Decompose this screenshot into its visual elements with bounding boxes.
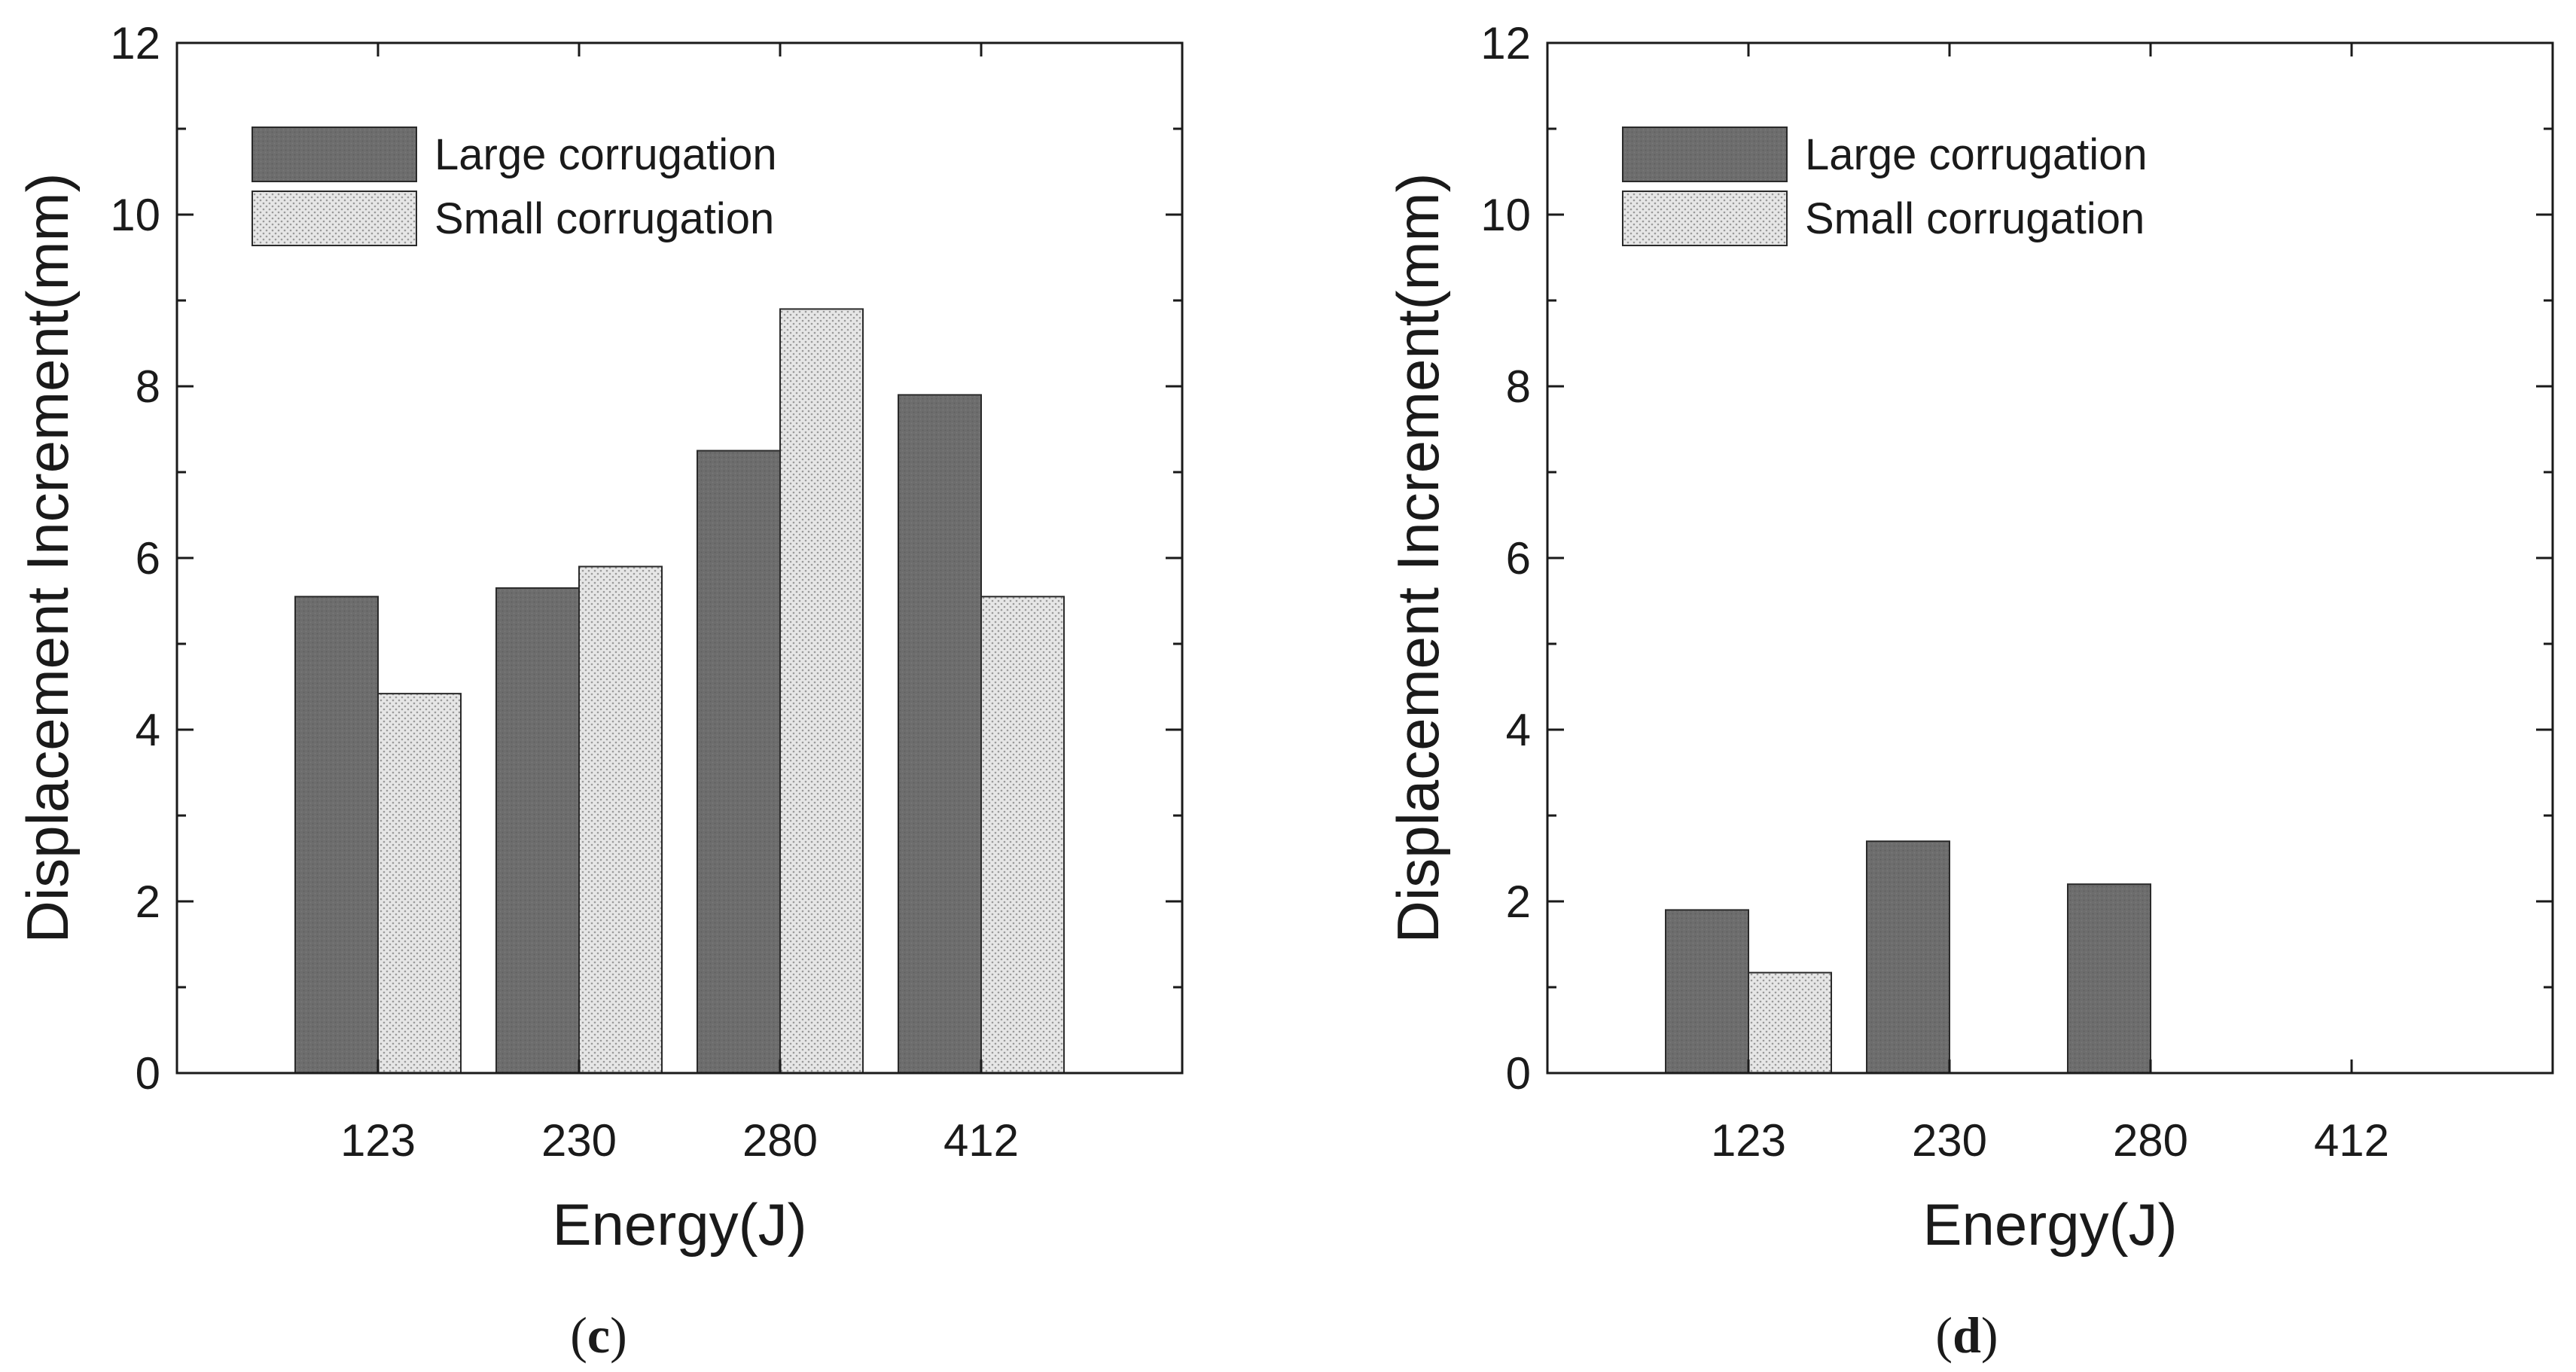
legend-label-small: Small corrugation bbox=[434, 194, 774, 243]
legend-label-large: Large corrugation bbox=[434, 130, 777, 179]
bar-small-280 bbox=[779, 308, 864, 1074]
plot-frame bbox=[1546, 41, 2554, 1075]
y-tick-label: 10 bbox=[1480, 190, 1531, 240]
y-tick-label: 0 bbox=[136, 1048, 160, 1099]
x-tick-label: 230 bbox=[541, 1115, 617, 1166]
bar-large-123 bbox=[294, 596, 379, 1074]
legend-swatch-large bbox=[1622, 127, 1788, 182]
bar-large-230 bbox=[495, 587, 580, 1074]
legend-swatch-small bbox=[1622, 191, 1788, 246]
legend-swatch-large bbox=[252, 127, 417, 182]
bar-small-123 bbox=[1748, 971, 1832, 1074]
legend-swatch-small bbox=[252, 191, 417, 246]
y-tick-label: 6 bbox=[1506, 533, 1531, 584]
x-axis-title: Energy(J) bbox=[1922, 1191, 2177, 1258]
bar-small-412 bbox=[980, 596, 1065, 1074]
x-tick-label: 280 bbox=[742, 1115, 818, 1166]
x-tick-label: 412 bbox=[944, 1115, 1019, 1166]
bar-large-412 bbox=[898, 394, 982, 1074]
y-tick-label: 8 bbox=[1506, 361, 1531, 412]
y-tick-label: 8 bbox=[136, 361, 160, 412]
chart-panel-c: 123 230 280 412 0 2 4 6 8 10 12 Energy(J) Displaceme… bbox=[14, 18, 1184, 1258]
bar-large-230 bbox=[1866, 840, 1950, 1074]
x-tick-label: 123 bbox=[340, 1115, 416, 1166]
bar-large-123 bbox=[1665, 909, 1749, 1075]
chart-panel-d: 123 230 280 412 0 2 4 6 8 10 12 Energy(J) Displaceme… bbox=[1385, 18, 2554, 1258]
y-axis-title: Displacement Increment(mm) bbox=[14, 173, 81, 944]
y-axis-title: Displacement Increment(mm) bbox=[1385, 173, 1451, 944]
legend-label-small: Small corrugation bbox=[1805, 194, 2145, 243]
bar-small-230 bbox=[578, 566, 663, 1074]
y-tick-label: 12 bbox=[1480, 18, 1531, 69]
y-tick-label: 2 bbox=[136, 877, 160, 927]
bar-large-280 bbox=[2067, 883, 2151, 1074]
y-tick-label: 4 bbox=[136, 705, 160, 755]
y-tick-label: 10 bbox=[110, 190, 160, 240]
caption-d: (d) bbox=[1935, 1306, 1998, 1364]
y-tick-label: 12 bbox=[110, 18, 160, 69]
y-tick-label: 2 bbox=[1506, 877, 1531, 927]
legend-label-large: Large corrugation bbox=[1805, 130, 2148, 179]
y-tick-label: 4 bbox=[1506, 705, 1531, 755]
x-axis-title: Energy(J) bbox=[552, 1191, 806, 1258]
x-tick-label: 123 bbox=[1711, 1115, 1786, 1166]
x-tick-label: 230 bbox=[1912, 1115, 1987, 1166]
bar-small-123 bbox=[377, 693, 462, 1074]
x-tick-label: 280 bbox=[2113, 1115, 2188, 1166]
y-tick-label: 0 bbox=[1506, 1048, 1531, 1099]
plot-frame bbox=[175, 41, 1184, 1075]
x-tick-label: 412 bbox=[2314, 1115, 2389, 1166]
caption-c: (c) bbox=[570, 1306, 627, 1364]
y-tick-label: 6 bbox=[136, 533, 160, 584]
bar-large-280 bbox=[697, 450, 781, 1074]
